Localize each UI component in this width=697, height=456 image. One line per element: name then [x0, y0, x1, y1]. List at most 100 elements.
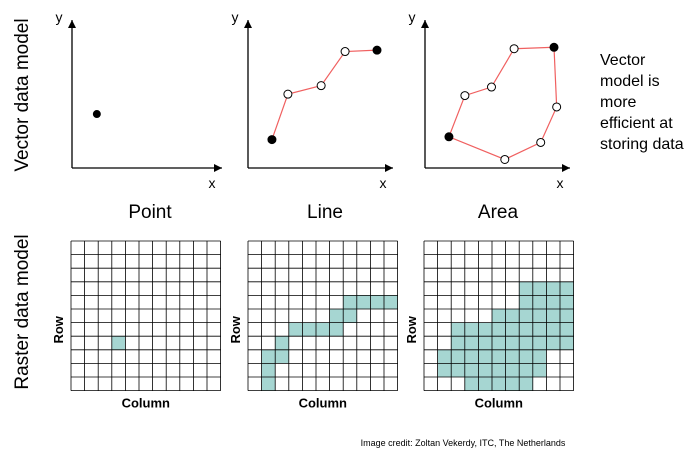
- filled-cell: [329, 309, 344, 323]
- filled-cell: [505, 322, 520, 337]
- filled-cell: [492, 349, 506, 364]
- filled-cell: [343, 309, 357, 323]
- note-line: efficient at: [600, 115, 673, 132]
- filled-cell: [546, 322, 560, 337]
- filled-cell: [111, 336, 126, 350]
- filled-cell: [329, 322, 344, 337]
- vertex: [487, 82, 496, 92]
- row-axis-label: Row: [404, 315, 419, 343]
- filled-cell: [451, 349, 465, 364]
- filled-cell: [275, 349, 289, 364]
- y-axis-arrow: [244, 20, 252, 28]
- note-line: model is: [600, 73, 660, 90]
- filled-cell: [492, 377, 506, 391]
- vertex: [552, 102, 562, 112]
- filled-cell: [546, 336, 560, 350]
- node-vertex: [267, 135, 277, 145]
- filled-cell: [384, 295, 398, 309]
- filled-cell: [451, 363, 465, 377]
- filled-cell: [492, 309, 506, 323]
- filled-cell: [478, 363, 492, 377]
- filled-cell: [437, 349, 452, 364]
- y-axis-label: y: [56, 9, 63, 25]
- filled-cell: [519, 322, 533, 337]
- filled-cell: [532, 349, 547, 364]
- raster-panels: Row Column Row Column Row Column: [51, 240, 574, 411]
- note-line: more: [600, 94, 637, 111]
- filled-cell: [560, 295, 574, 309]
- note-line: Vector: [600, 52, 646, 69]
- filled-cell: [560, 336, 574, 350]
- filled-cell: [478, 336, 492, 350]
- filled-cell: [519, 336, 533, 350]
- row-axis-label: Row: [51, 315, 66, 343]
- y-axis-label: y: [232, 9, 239, 25]
- vertex: [536, 137, 546, 147]
- vertex: [340, 47, 350, 57]
- filled-cell: [437, 363, 452, 377]
- filled-cell: [370, 295, 384, 309]
- filled-cell: [261, 363, 276, 377]
- filled-cell: [505, 377, 520, 391]
- note-line: storing data: [600, 136, 684, 153]
- filled-cell: [532, 363, 547, 377]
- filled-cell: [546, 309, 560, 323]
- filled-cell: [356, 295, 371, 309]
- raster-grid-area: Row Column: [404, 240, 574, 411]
- filled-cell: [464, 336, 479, 350]
- filled-cell: [532, 309, 547, 323]
- vector-panel-line: yx: [232, 9, 393, 191]
- filled-cell: [519, 363, 533, 377]
- filled-cell: [532, 295, 547, 309]
- filled-cell: [451, 322, 465, 337]
- filled-cell: [505, 336, 520, 350]
- vertex: [283, 89, 293, 99]
- filled-cell: [261, 377, 276, 391]
- filled-cell: [275, 336, 289, 350]
- filled-cell: [478, 377, 492, 391]
- raster-grid-line: Row Column: [228, 240, 399, 411]
- title-point: Point: [128, 202, 172, 223]
- filled-cell: [302, 322, 316, 337]
- y-axis-label: y: [409, 9, 416, 25]
- y-axis-arrow: [421, 20, 429, 28]
- note-text: Vector model is more efficient at storin…: [600, 50, 696, 155]
- filled-cell: [505, 363, 520, 377]
- x-axis-label: x: [209, 175, 216, 191]
- vertex: [316, 81, 326, 91]
- vertex: [500, 154, 510, 164]
- vertex: [509, 44, 519, 54]
- filled-cell: [464, 377, 479, 391]
- node-vertex: [372, 45, 382, 55]
- raster-grid-point: Row Column: [51, 240, 222, 411]
- filled-cell: [464, 349, 479, 364]
- row-axis-label: Row: [228, 315, 243, 343]
- filled-cell: [492, 363, 506, 377]
- column-axis-label: Column: [122, 396, 170, 411]
- vector-panel-area: yx: [409, 9, 570, 191]
- filled-cell: [560, 309, 574, 323]
- column-axis-label: Column: [475, 396, 523, 411]
- x-axis-arrow: [562, 164, 570, 172]
- column-axis-label: Column: [299, 396, 347, 411]
- filled-cell: [451, 336, 465, 350]
- filled-cell: [478, 349, 492, 364]
- y-axis-arrow: [68, 20, 76, 28]
- filled-cell: [519, 349, 533, 364]
- node-vertex: [444, 132, 454, 142]
- filled-cell: [316, 322, 330, 337]
- raster-row-label: Raster data model: [12, 234, 33, 389]
- filled-cell: [519, 281, 533, 296]
- filled-cell: [546, 295, 560, 309]
- filled-cell: [464, 363, 479, 377]
- filled-cell: [519, 377, 533, 391]
- vector-row-label: Vector data model: [12, 18, 33, 171]
- x-axis-arrow: [214, 164, 222, 172]
- filled-cell: [492, 336, 506, 350]
- vector-panel-point: yx: [56, 9, 222, 191]
- filled-cell: [505, 349, 520, 364]
- node-vertex: [549, 42, 559, 52]
- filled-cell: [519, 295, 533, 309]
